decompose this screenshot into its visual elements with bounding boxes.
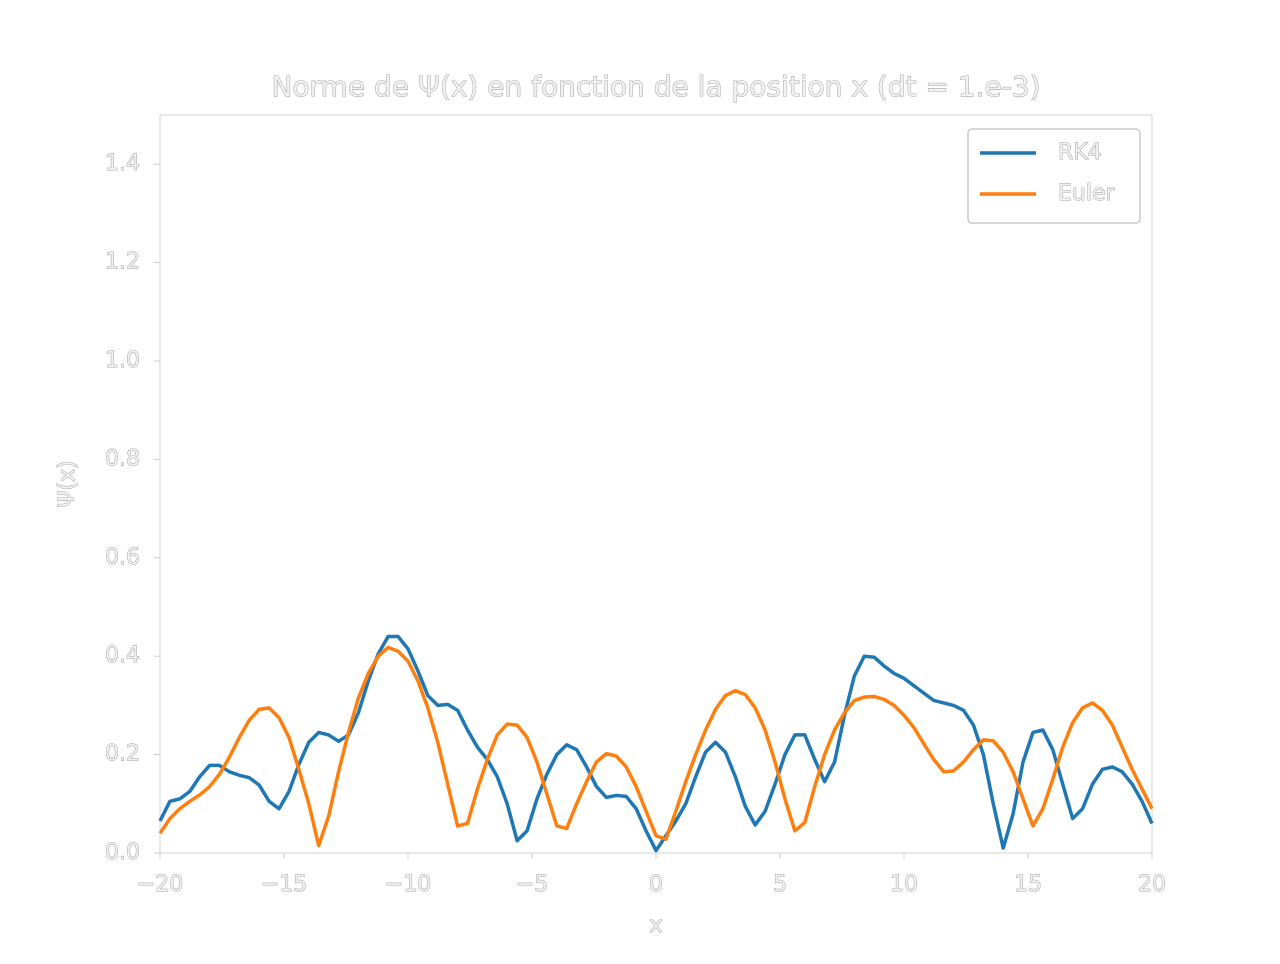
legend-box [967,128,1141,224]
legend-label: Euler [1058,181,1115,206]
y-axis-label: Ψ(x) [55,460,80,508]
y-tick-label: 0.2 [105,742,140,767]
x-tick-label: −15 [261,872,307,897]
data-line [158,634,1154,853]
x-tick-label: 10 [890,872,918,897]
y-tick-label: 0.6 [105,545,140,570]
chart-title: Norme de Ψ(x) en fonction de la position… [271,70,1040,103]
x-tick-label: −5 [516,872,548,897]
x-tick-label: −10 [385,872,431,897]
legend-label: RK4 [1058,140,1102,165]
x-tick-label: 20 [1138,872,1166,897]
data-line [158,645,1154,848]
x-tick-label: −20 [137,872,183,897]
y-tick-label: 1.4 [105,151,140,176]
y-tick-label: 0.0 [105,840,140,865]
y-tick-label: 1.2 [105,250,140,275]
y-tick-label: 0.8 [105,446,140,471]
y-tick-label: 0.4 [105,643,140,668]
x-tick-label: 15 [1014,872,1042,897]
x-axis-label: x [649,913,662,938]
x-tick-label: 0 [649,872,663,897]
y-tick-label: 1.0 [105,348,140,373]
x-tick-label: 5 [773,872,787,897]
